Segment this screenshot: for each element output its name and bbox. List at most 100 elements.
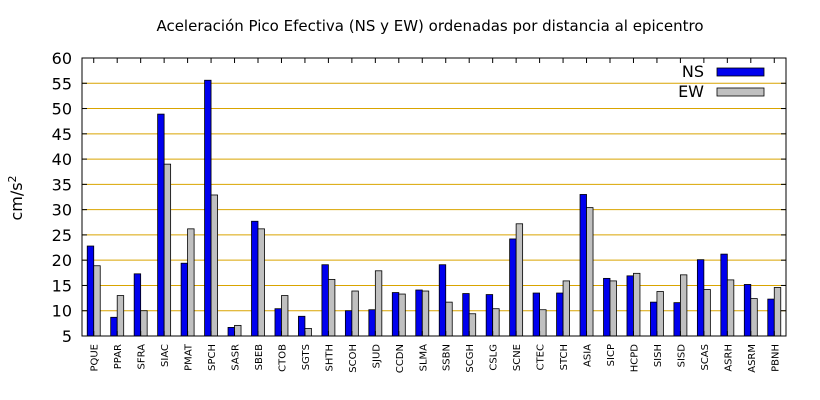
bar-ns-siac: [157, 113, 165, 337]
bar-ns-shth: [321, 264, 329, 337]
bar-ew-ssbn: [445, 301, 453, 337]
bar-ew-ctec: [539, 309, 547, 337]
legend-swatch-ns: [716, 67, 765, 77]
x-tick-label: SCOH: [348, 344, 359, 373]
bar-ew-siac: [163, 163, 172, 337]
bar-ns-sasr: [227, 327, 235, 337]
bar-ns-spch: [204, 79, 212, 337]
bar-ew-pque: [93, 265, 101, 337]
bar-ew-stch: [562, 280, 570, 337]
bar-ew-spch: [210, 194, 218, 337]
x-tick-label: STCH: [559, 344, 570, 370]
y-tick-label: 40: [52, 150, 72, 169]
x-tick-label: CTEC: [536, 344, 547, 370]
x-tick-label: SIAC: [160, 344, 171, 367]
bar-ew-pmat: [187, 228, 195, 337]
y-tick-label: 25: [52, 226, 72, 245]
x-tick-label: PBNH: [770, 344, 781, 372]
bar-ew-sasr: [234, 324, 242, 337]
y-tick-label: 15: [52, 276, 72, 295]
bar-ns-cslg: [485, 294, 494, 337]
x-tick-label: SISD: [676, 344, 687, 368]
y-gridlines: [82, 82, 786, 312]
bar-ns-ccdn: [391, 292, 400, 337]
x-tick-label: CSLG: [489, 344, 500, 371]
bar-ns-sjud: [368, 309, 376, 337]
bar-ew-sfra: [140, 310, 148, 337]
bar-ew-scne: [515, 223, 524, 337]
bar-ew-asia: [586, 207, 594, 337]
x-tick-label: PMAT: [184, 343, 195, 371]
bar-ew-sicp: [609, 280, 617, 337]
bar-ns-pmat: [180, 262, 189, 337]
bar-ns-asrm: [743, 284, 752, 337]
y-tick-label: 55: [52, 74, 72, 93]
bar-ns-sisd: [673, 302, 681, 337]
tick-marks: [82, 57, 786, 337]
bar-ew-ctob: [281, 295, 289, 337]
bar-ew-slma: [421, 290, 430, 337]
x-tick-label: PQUE: [90, 344, 101, 372]
bar-ns-scoh: [344, 310, 353, 337]
x-tick-label: SASR: [231, 344, 242, 371]
x-tick-label: SCGH: [465, 344, 476, 373]
y-tick-label: 5: [62, 327, 72, 346]
bar-ew-asrm: [750, 298, 758, 337]
x-tick-label: SICP: [606, 344, 617, 366]
bar-ns-ctob: [274, 308, 282, 337]
x-tick-label: SGTS: [301, 344, 312, 370]
bar-ew-ccdn: [398, 293, 406, 337]
y-axis-label: cm/s2: [6, 175, 27, 220]
bar-ns-ssbn: [438, 264, 447, 337]
bar-ns-stch: [556, 292, 564, 337]
x-tick-label: SHTH: [324, 344, 335, 372]
x-tick-label: ASRM: [747, 344, 758, 373]
legend-swatch-ew: [716, 87, 765, 97]
bar-ew-hcpd: [633, 272, 641, 337]
y-tick-label: 50: [52, 100, 72, 119]
bar-ns-scas: [696, 259, 705, 337]
bar-ew-scas: [703, 289, 711, 337]
x-tick-label: ASRH: [723, 344, 734, 372]
bar-ew-pbnh: [773, 287, 782, 337]
y-tick-label: 10: [52, 302, 72, 321]
y-tick-label: 20: [52, 251, 72, 270]
y-tick-label: 35: [52, 175, 72, 194]
bar-ns-scgh: [462, 293, 470, 337]
legend-label-ew: EW: [678, 82, 704, 101]
x-tick-label: ASIA: [583, 344, 594, 367]
x-tick-label: PPAR: [113, 344, 124, 369]
bar-ns-sicp: [603, 277, 611, 337]
bar-ns-asrh: [720, 253, 728, 337]
bar-ns-ctec: [532, 292, 540, 337]
bar-ns-sbeb: [251, 220, 259, 337]
y-axis-label-exponent: 2: [6, 175, 19, 182]
bar-ew-cslg: [492, 308, 500, 337]
bar-ew-sish: [656, 291, 664, 337]
bar-ns-sish: [650, 301, 658, 337]
y-tick-label: 30: [52, 201, 72, 220]
plot-frame: [81, 57, 787, 337]
chart-title: Aceleración Pico Efectiva (NS y EW) orde…: [156, 17, 703, 35]
x-tick-label: CCDN: [395, 344, 406, 373]
x-tick-label: SLMA: [418, 344, 429, 372]
bars: [86, 79, 782, 337]
y-axis-label-base: cm/s: [7, 182, 26, 220]
bar-ew-scoh: [351, 290, 359, 337]
x-tick-label: HCPD: [629, 344, 640, 373]
y-tick-label: 45: [52, 125, 72, 144]
bar-ns-asia: [579, 194, 587, 337]
x-tick-label: SISH: [653, 344, 664, 367]
x-tick-label: SBEB: [254, 344, 265, 371]
y-tick-label: 60: [52, 49, 72, 68]
bar-ew-scgh: [468, 313, 477, 337]
bar-ns-sgts: [298, 315, 306, 337]
x-tick-label: CTOB: [277, 344, 288, 372]
bar-ew-sbeb: [257, 228, 265, 337]
legend-label-ns: NS: [682, 62, 704, 81]
bar-ew-asrh: [726, 279, 735, 337]
bar-ns-ppar: [110, 316, 118, 337]
bar-ew-sgts: [304, 328, 312, 337]
bar-ew-ppar: [116, 295, 125, 337]
